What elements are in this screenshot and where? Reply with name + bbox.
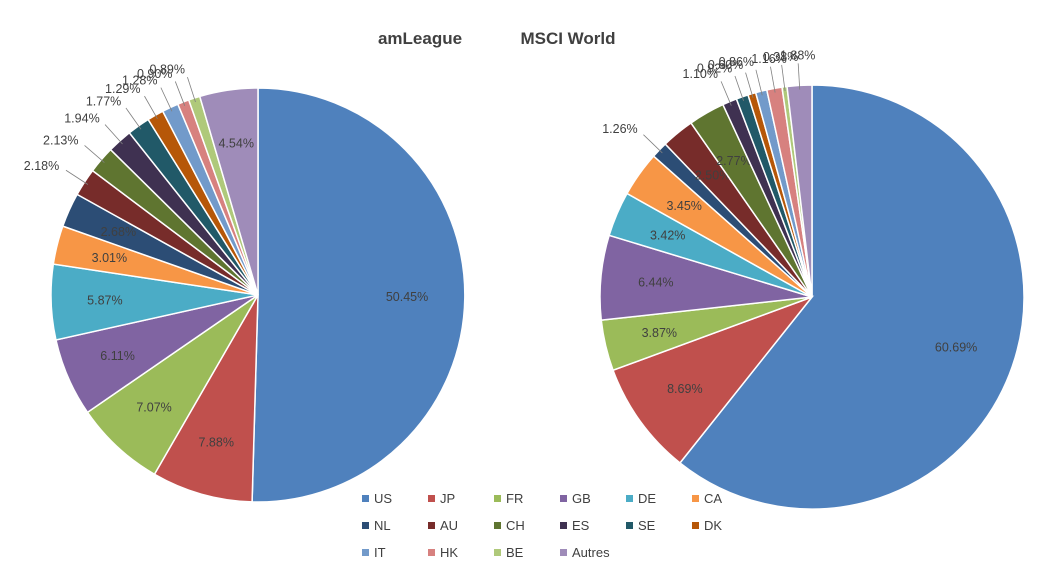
legend-label-es: ES [572, 518, 590, 533]
data-label-amleague-be: 0.89% [150, 63, 185, 77]
data-label-amleague-ca: 3.01% [92, 251, 127, 265]
data-label-msci-world-us: 60.69% [935, 340, 977, 354]
data-label-msci-world-dk: 0.60% [708, 58, 743, 72]
legend-swatch-se [626, 522, 633, 529]
legend-swatch-it [362, 549, 369, 556]
data-label-msci-world-se: 0.92% [697, 62, 732, 76]
data-label-msci-world-gb: 6.44% [638, 275, 673, 289]
legend-label-dk: DK [704, 518, 722, 533]
legend-swatch-fr [494, 495, 501, 502]
pie-slice-amleague-us [251, 87, 466, 503]
leader-line-amleague-hk [174, 81, 186, 106]
leader-line-msci-world-autres [797, 63, 801, 90]
leader-line-msci-world-se [734, 75, 744, 101]
data-label-msci-world-au: 2.50% [695, 169, 730, 183]
legend-swatch-nl [362, 522, 369, 529]
data-label-msci-world-es: 1.10% [683, 67, 718, 81]
leader-line-msci-world-nl [643, 134, 663, 154]
legend-swatch-hk [428, 549, 435, 556]
leader-line-amleague-it [160, 87, 173, 112]
data-label-msci-world-de: 3.42% [650, 229, 685, 243]
leader-line-msci-world-hk [770, 66, 776, 93]
pie-slice-msci-world-jp [612, 295, 815, 464]
legend-label-us: US [374, 491, 392, 506]
data-label-msci-world-hk: 1.16% [751, 52, 786, 66]
data-label-msci-world-ch: 2.77% [716, 154, 751, 168]
data-label-msci-world-nl: 1.26% [602, 122, 637, 136]
legend-swatch-jp [428, 495, 435, 502]
legend-label-de: DE [638, 491, 656, 506]
pie-msci-world: 60.69% 8.69% 3.87% 6.44% 3.42% 3.45% 1.26% 2.50… [599, 48, 1025, 510]
legend-label-be: BE [506, 545, 524, 560]
data-label-msci-world-fr: 3.87% [642, 326, 677, 340]
leader-line-msci-world-dk [745, 72, 754, 98]
leader-line-msci-world-it [755, 69, 763, 96]
legend-swatch-ch [494, 522, 501, 529]
data-label-amleague-dk: 1.29% [105, 82, 140, 96]
data-label-amleague-au: 2.18% [24, 159, 59, 173]
data-label-amleague-us: 50.45% [386, 290, 428, 304]
legend-swatch-dk [692, 522, 699, 529]
legend-label-gb: GB [572, 491, 591, 506]
data-label-amleague-hk: 0.90% [137, 67, 172, 81]
leader-line-msci-world-es [720, 81, 732, 106]
legend-swatch-gb [560, 495, 567, 502]
data-label-amleague-ch: 2.13% [43, 133, 78, 147]
data-label-msci-world-ca: 3.45% [666, 199, 701, 213]
legend-label-nl: NL [374, 518, 391, 533]
chart-title-msci-world: MSCI World [520, 29, 615, 48]
data-label-amleague-se: 1.77% [86, 94, 121, 108]
data-label-msci-world-it: 0.86% [719, 55, 754, 69]
legend-label-ca: CA [704, 491, 722, 506]
legend-label-jp: JP [440, 491, 455, 506]
pie-slice-amleague-autres [198, 87, 259, 296]
data-label-amleague-es: 1.94% [64, 112, 99, 126]
data-label-amleague-fr: 7.07% [136, 401, 171, 415]
legend-swatch-autres [560, 549, 567, 556]
leader-line-amleague-be [187, 77, 196, 103]
legend-label-ch: CH [506, 518, 525, 533]
legend-swatch-es [560, 522, 567, 529]
pie-amleague: 50.45% 7.88% 7.07% 6.11% 5.87% 3.01% 2.68% 2.18… [24, 63, 466, 503]
leader-line-amleague-ch [84, 145, 105, 163]
legend-label-se: SE [638, 518, 656, 533]
data-label-amleague-gb: 6.11% [100, 349, 135, 363]
data-label-msci-world-jp: 8.69% [667, 382, 702, 396]
leader-line-amleague-es [104, 124, 123, 145]
legend-swatch-ca [692, 495, 699, 502]
data-label-amleague-it: 1.28% [122, 73, 157, 87]
legend-label-autres: Autres [572, 545, 610, 560]
data-label-amleague-de: 5.87% [87, 293, 122, 307]
pie-slice-msci-world-us [678, 84, 1025, 510]
leader-line-amleague-dk [144, 95, 158, 120]
legend-swatch-us [362, 495, 369, 502]
leader-line-msci-world-be [781, 64, 786, 92]
legend-label-it: IT [374, 545, 386, 560]
legend-label-fr: FR [506, 491, 523, 506]
data-label-msci-world-autres: 1.88% [780, 48, 815, 62]
data-label-amleague-jp: 7.88% [199, 435, 234, 449]
legend: US JP FR GB DE CA NL AU CH ES SE DK IT HK BE Autres [362, 491, 722, 560]
legend-label-au: AU [440, 518, 458, 533]
legend-swatch-de [626, 495, 633, 502]
legend-swatch-au [428, 522, 435, 529]
data-label-msci-world-be: 0.38% [763, 50, 798, 64]
chart-title-amleague: amLeague [378, 29, 462, 48]
legend-swatch-be [494, 549, 501, 556]
legend-label-hk: HK [440, 545, 458, 560]
data-label-amleague-autres: 4.54% [218, 136, 253, 150]
pie-slice-amleague-jp [153, 294, 259, 503]
leader-line-amleague-se [125, 107, 142, 130]
leader-line-amleague-au [65, 169, 89, 185]
data-label-amleague-nl: 2.68% [101, 225, 136, 239]
